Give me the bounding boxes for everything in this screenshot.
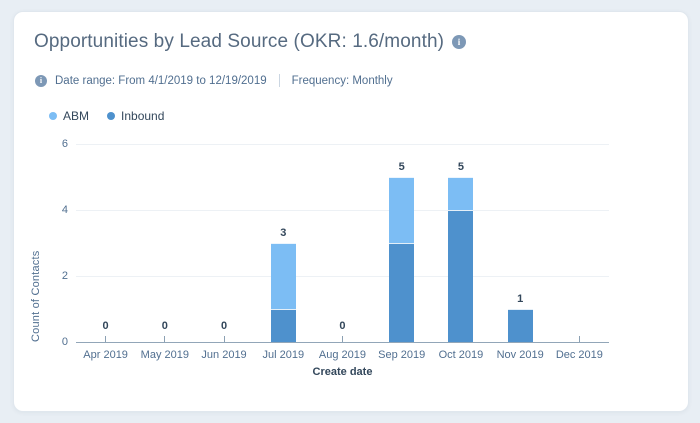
bar-segment-abm[interactable] bbox=[389, 177, 415, 243]
meta-info-icon[interactable]: i bbox=[35, 74, 47, 87]
x-axis-tick bbox=[578, 336, 580, 342]
bar-total-label: 5 bbox=[398, 161, 405, 173]
category-column-nov-2019: 1 Nov 2019 bbox=[491, 144, 550, 361]
x-tick-label: Jun 2019 bbox=[201, 349, 247, 361]
x-tick-label: May 2019 bbox=[140, 349, 189, 361]
bar-total-label: 0 bbox=[102, 320, 109, 332]
bar-total-label: 0 bbox=[161, 320, 168, 332]
bar-segment-inbound[interactable] bbox=[448, 210, 474, 342]
category-column-oct-2019: 5 Oct 2019 bbox=[431, 144, 490, 361]
category-column-dec-2019: Dec 2019 bbox=[550, 144, 609, 361]
gridline-y-6 bbox=[76, 144, 609, 145]
date-range-label: Date range: From 4/1/2019 to 12/19/2019 bbox=[55, 74, 267, 87]
category-column-may-2019: 0 May 2019 bbox=[135, 144, 194, 361]
bar-segment-inbound[interactable] bbox=[389, 243, 415, 342]
bar-segment-inbound[interactable] bbox=[270, 309, 296, 342]
columns-container: 0 Apr 2019 0 May 2019 0 Jun 2019 3 Jul 2019 0 Aug… bbox=[76, 144, 609, 361]
title-info-icon[interactable]: i bbox=[452, 35, 467, 49]
x-axis-tick bbox=[341, 336, 343, 342]
y-tick-label-6: 6 bbox=[61, 138, 68, 150]
bar-segment-abm[interactable] bbox=[270, 243, 296, 309]
report-meta-row: i Date range: From 4/1/2019 to 12/19/201… bbox=[35, 74, 393, 87]
frequency-label: Frequency: Monthly bbox=[291, 74, 393, 87]
x-tick-label: Apr 2019 bbox=[83, 349, 128, 361]
x-tick-label: Nov 2019 bbox=[496, 349, 544, 361]
x-axis-title: Create date bbox=[312, 366, 373, 378]
x-tick-label: Dec 2019 bbox=[555, 349, 603, 361]
x-axis-line bbox=[76, 342, 609, 343]
page-title: Opportunities by Lead Source (OKR: 1.6/m… bbox=[34, 31, 467, 53]
bar-total-label: 1 bbox=[517, 293, 524, 305]
category-column-jul-2019: 3 Jul 2019 bbox=[254, 144, 313, 361]
x-tick-label: Jul 2019 bbox=[262, 349, 305, 361]
category-column-apr-2019: 0 Apr 2019 bbox=[76, 144, 135, 361]
legend-item-abm[interactable]: ABM bbox=[49, 109, 89, 123]
bar-total-label: 0 bbox=[339, 320, 346, 332]
legend-dot-icon bbox=[49, 112, 57, 120]
legend-label: Inbound bbox=[121, 109, 165, 123]
category-column-sep-2019: 5 Sep 2019 bbox=[372, 144, 431, 361]
legend-label: ABM bbox=[63, 109, 90, 123]
x-axis-tick bbox=[164, 336, 166, 342]
gridline-y-4 bbox=[76, 210, 609, 211]
x-tick-label: Aug 2019 bbox=[318, 349, 367, 361]
legend-item-inbound[interactable]: Inbound bbox=[107, 109, 164, 123]
report-card: Opportunities by Lead Source (OKR: 1.6/m… bbox=[13, 11, 689, 412]
chart-legend: ABM Inbound bbox=[49, 109, 164, 123]
y-tick-label-0: 0 bbox=[61, 336, 68, 348]
x-tick-label: Sep 2019 bbox=[378, 349, 426, 361]
y-axis-title: Count of Contacts bbox=[30, 250, 42, 342]
gridline-y-2 bbox=[76, 276, 609, 277]
bar-total-label: 5 bbox=[457, 161, 464, 173]
bar-segment-inbound[interactable] bbox=[507, 309, 533, 342]
y-tick-label-2: 2 bbox=[61, 270, 68, 282]
bar-segment-abm[interactable] bbox=[448, 177, 474, 210]
category-column-aug-2019: 0 Aug 2019 bbox=[313, 144, 372, 361]
meta-divider bbox=[278, 74, 280, 87]
y-tick-label-4: 4 bbox=[61, 204, 68, 216]
x-tick-label: Oct 2019 bbox=[438, 349, 484, 361]
x-axis-tick bbox=[105, 336, 107, 342]
bar-total-label: 0 bbox=[220, 320, 228, 332]
legend-dot-icon bbox=[107, 112, 116, 120]
report-title-text: Opportunities by Lead Source (OKR: 1.6/m… bbox=[34, 31, 445, 52]
bar-total-label: 3 bbox=[280, 227, 287, 239]
x-axis-tick bbox=[223, 336, 225, 342]
plot-area: Count of Contacts 0 Apr 2019 0 May 2019 0 Jun… bbox=[30, 138, 609, 378]
category-column-jun-2019: 0 Jun 2019 bbox=[194, 144, 253, 361]
